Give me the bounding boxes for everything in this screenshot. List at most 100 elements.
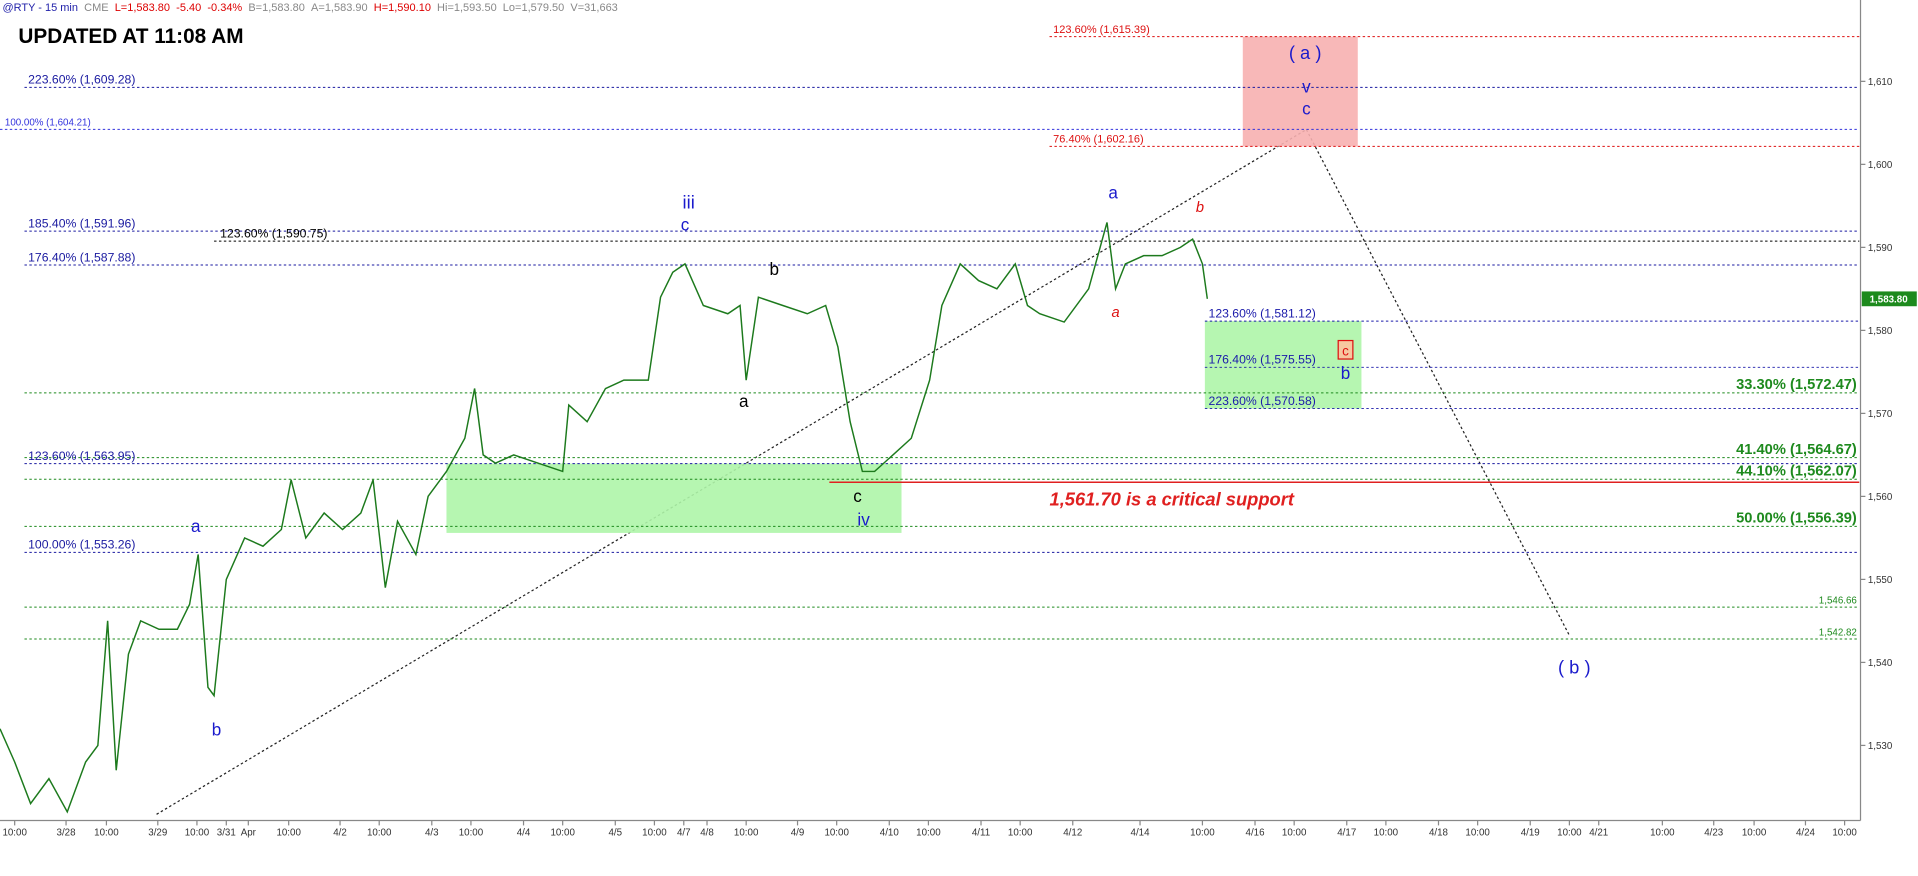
chart-title: UPDATED AT 11:08 AM: [18, 25, 243, 48]
price-line: [0, 222, 1209, 814]
x-tick-label: 4/19: [1521, 827, 1540, 838]
y-tick-label: 1,610: [1868, 77, 1893, 88]
header-item: B=1,583.80: [248, 2, 305, 14]
wave-label: a: [1111, 305, 1119, 321]
wave-label: b: [212, 719, 222, 739]
wave-label: c: [1302, 99, 1311, 119]
x-tick-label: 4/9: [791, 827, 805, 838]
level-label: 76.40% (1,602.16): [1053, 134, 1144, 146]
level-label: 185.40% (1,591.96): [28, 216, 135, 230]
x-tick-label: 10:00: [1465, 827, 1490, 838]
header-item: -0.34%: [207, 2, 242, 14]
wave-label: b: [770, 259, 780, 279]
y-tick-label: 1,540: [1868, 658, 1893, 669]
x-tick-label: 4/21: [1589, 827, 1608, 838]
x-tick-label: 10:00: [734, 827, 759, 838]
x-tick-label: 3/31: [217, 827, 236, 838]
x-tick-label: 10:00: [185, 827, 210, 838]
header-item: V=31,663: [570, 2, 617, 14]
x-tick-label: 4/24: [1796, 827, 1816, 838]
last-price-badge: [1861, 291, 1917, 307]
x-tick-label: 4/7: [677, 827, 691, 838]
header-item: L=1,583.80: [115, 2, 170, 14]
x-tick-label: 10:00: [1008, 827, 1033, 838]
y-tick-label: 1,580: [1868, 326, 1893, 337]
level-label: 176.40% (1,575.55): [1209, 353, 1316, 367]
y-tick-label: 1,600: [1868, 160, 1893, 171]
y-tick-label: 1,550: [1868, 575, 1893, 586]
x-tick-label: 10:00: [1832, 827, 1857, 838]
header-item: -5.40: [176, 2, 201, 14]
x-tick-label: 4/16: [1246, 827, 1266, 838]
level-label: 176.40% (1,587.88): [28, 250, 135, 264]
x-tick-label: 4/2: [333, 827, 347, 838]
level-label: 100.00% (1,604.21): [5, 118, 91, 129]
y-tick-label: 1,530: [1868, 741, 1893, 752]
x-tick-label: 10:00: [1557, 827, 1582, 838]
wave-label: c: [853, 486, 862, 506]
header-item: A=1,583.90: [311, 2, 368, 14]
x-tick-label: 10:00: [367, 827, 392, 838]
zone: [1204, 321, 1362, 409]
wave-label: a: [1108, 183, 1118, 203]
level-label: 123.60% (1,581.12): [1209, 306, 1316, 320]
header-item: H=1,590.10: [374, 2, 431, 14]
wave-label: a: [739, 391, 749, 411]
x-tick-label: 4/4: [517, 827, 531, 838]
y-tick-label: 1,570: [1868, 409, 1893, 420]
level-label: 223.60% (1,609.28): [28, 73, 135, 87]
wave-label: iii: [683, 191, 695, 212]
wave-label: v: [1302, 76, 1311, 96]
x-tick-label: 10:00: [276, 827, 301, 838]
x-tick-label: 10:00: [1650, 827, 1675, 838]
x-tick-label: 3/28: [57, 827, 77, 838]
wave-label: c: [681, 215, 690, 235]
x-tick-label: 10:00: [1374, 827, 1399, 838]
zone: [1242, 36, 1358, 147]
last-price-label: 1,583.80: [1870, 294, 1909, 305]
level-label: 44.10% (1,562.07): [1736, 463, 1857, 479]
x-tick-label: 10:00: [1190, 827, 1215, 838]
wave-label: c: [1342, 343, 1349, 358]
wave-label: ( a ): [1289, 42, 1322, 63]
wave-label-box: [1337, 339, 1354, 360]
x-tick-label: 10:00: [824, 827, 849, 838]
x-tick-label: 4/3: [425, 827, 439, 838]
zone: [446, 463, 902, 533]
x-tick-label: 10:00: [2, 827, 27, 838]
y-tick-label: 1,590: [1868, 243, 1893, 254]
y-tick-label: 1,560: [1868, 492, 1893, 503]
x-tick-label: 10:00: [642, 827, 667, 838]
x-tick-label: 4/11: [972, 827, 990, 838]
header-item: CME: [84, 2, 108, 14]
x-tick-label: 10:00: [94, 827, 119, 838]
x-tick-label: 4/5: [608, 827, 622, 838]
x-tick-label: 4/18: [1429, 827, 1449, 838]
level-label: 33.30% (1,572.47): [1736, 377, 1857, 393]
level-label: 1,542.82: [1819, 627, 1857, 638]
header-item: Lo=1,579.50: [503, 2, 564, 14]
level-label: 123.60% (1,590.75): [220, 226, 327, 240]
level-label: 100.00% (1,553.26): [28, 538, 135, 552]
x-tick-label: Apr: [241, 827, 257, 838]
x-tick-label: 4/10: [880, 827, 900, 838]
level-label: 1,546.66: [1819, 595, 1858, 606]
x-tick-label: 3/29: [148, 827, 167, 838]
wave-label: iv: [857, 510, 870, 530]
level-label: 123.60% (1,615.39): [1053, 24, 1150, 36]
wave-label: a: [191, 516, 201, 536]
x-tick-label: 4/12: [1063, 827, 1082, 838]
projection-line: [1305, 129, 1570, 636]
level-label: 223.60% (1,570.58): [1209, 394, 1316, 408]
wave-label: ( b ): [1558, 657, 1591, 678]
header: @RTY - 15 min CME L=1,583.80 -5.40 -0.34% B=1…: [2, 2, 617, 14]
x-tick-label: 10:00: [459, 827, 484, 838]
level-label: 50.00% (1,556.39): [1736, 511, 1857, 527]
x-tick-label: 10:00: [1282, 827, 1307, 838]
wave-label: b: [1341, 363, 1351, 383]
level-label: 41.40% (1,564.67): [1736, 442, 1857, 458]
x-tick-label: 4/23: [1704, 827, 1724, 838]
support-label: 1,561.70 is a critical support: [1050, 489, 1295, 510]
